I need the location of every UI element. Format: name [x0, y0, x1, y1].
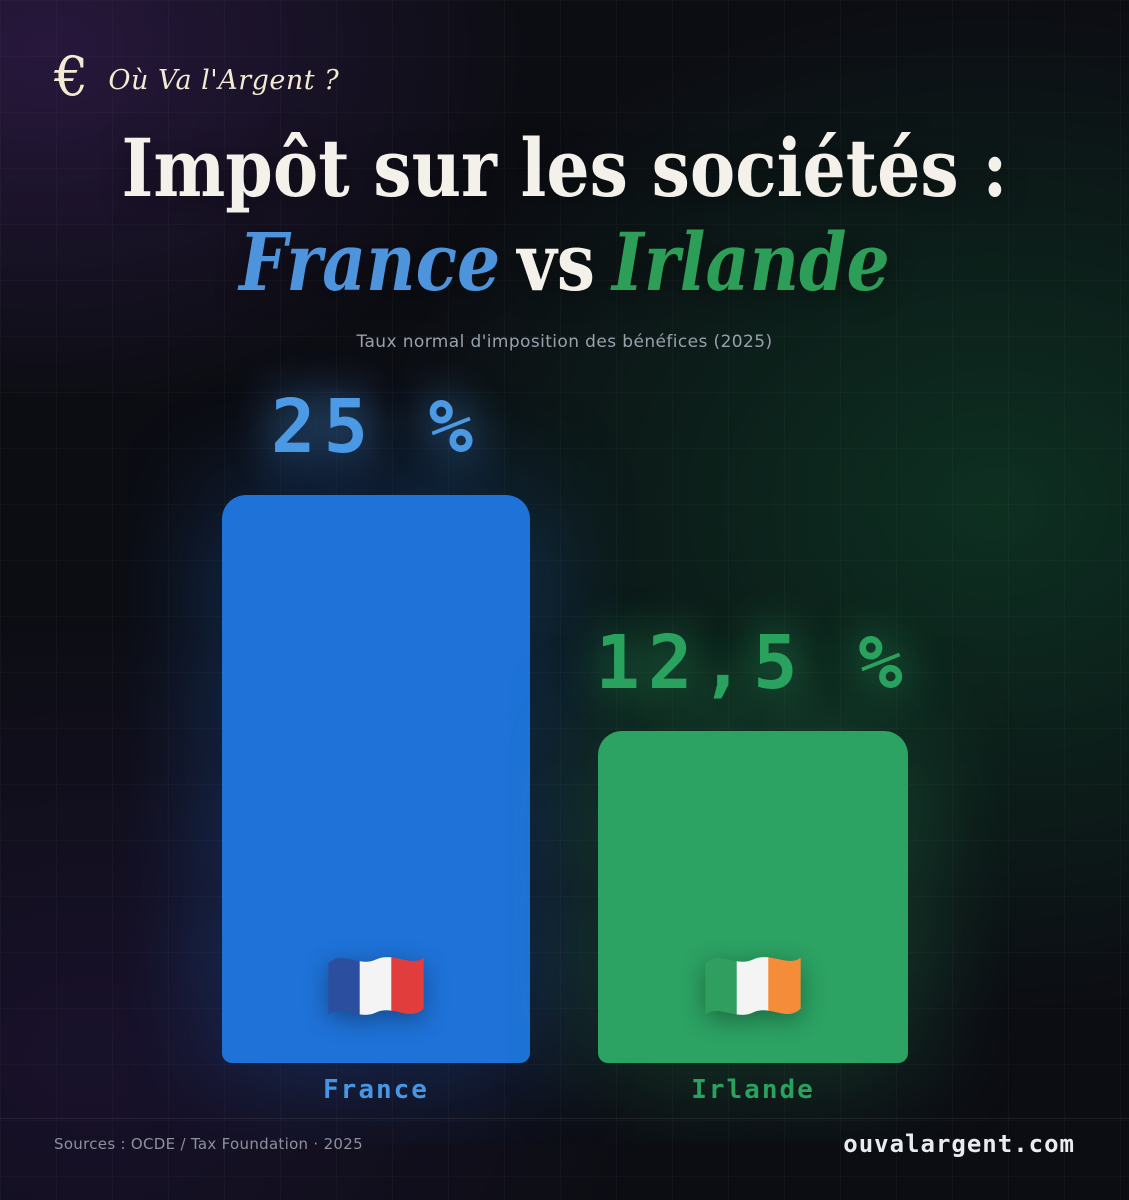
ireland-column: 12,5 % Irlande: [595, 620, 911, 1106]
ireland-axis-label: Irlande: [691, 1074, 815, 1105]
title-vs: vs: [517, 215, 596, 309]
page-title: Impôt sur les sociétés :: [121, 121, 1008, 215]
chart-subtitle: Taux normal d'imposition des bénéfices (…: [356, 332, 773, 352]
ireland-bar: [598, 730, 908, 1063]
website-text: ouvalargent.com: [843, 1130, 1075, 1158]
france-flag-icon: [328, 956, 424, 1015]
euro-logo-icon: €: [54, 45, 89, 108]
france-value-label: 25 %: [270, 384, 482, 471]
ireland-value-label: 12,5 %: [595, 620, 911, 707]
france-bar: [222, 494, 530, 1063]
france-axis-label: France: [323, 1074, 429, 1105]
title-block: Impôt sur les sociétés : France vs Irlande: [85, 122, 1045, 308]
title-france: France: [239, 215, 501, 309]
footer-divider: [0, 1118, 1129, 1119]
title-irlande: Irlande: [612, 215, 890, 309]
sources-text: Sources : OCDE / Tax Foundation · 2025: [54, 1135, 363, 1153]
brand-name: Où Va l'Argent ?: [108, 64, 340, 96]
footer: Sources : OCDE / Tax Foundation · 2025 o…: [54, 1130, 1075, 1158]
brand: € Où Va l'Argent ?: [54, 50, 339, 104]
france-column: 25 % France: [222, 387, 530, 1106]
title-comparison: France vs Irlande: [85, 216, 1045, 308]
ireland-flag-icon: [705, 956, 801, 1015]
